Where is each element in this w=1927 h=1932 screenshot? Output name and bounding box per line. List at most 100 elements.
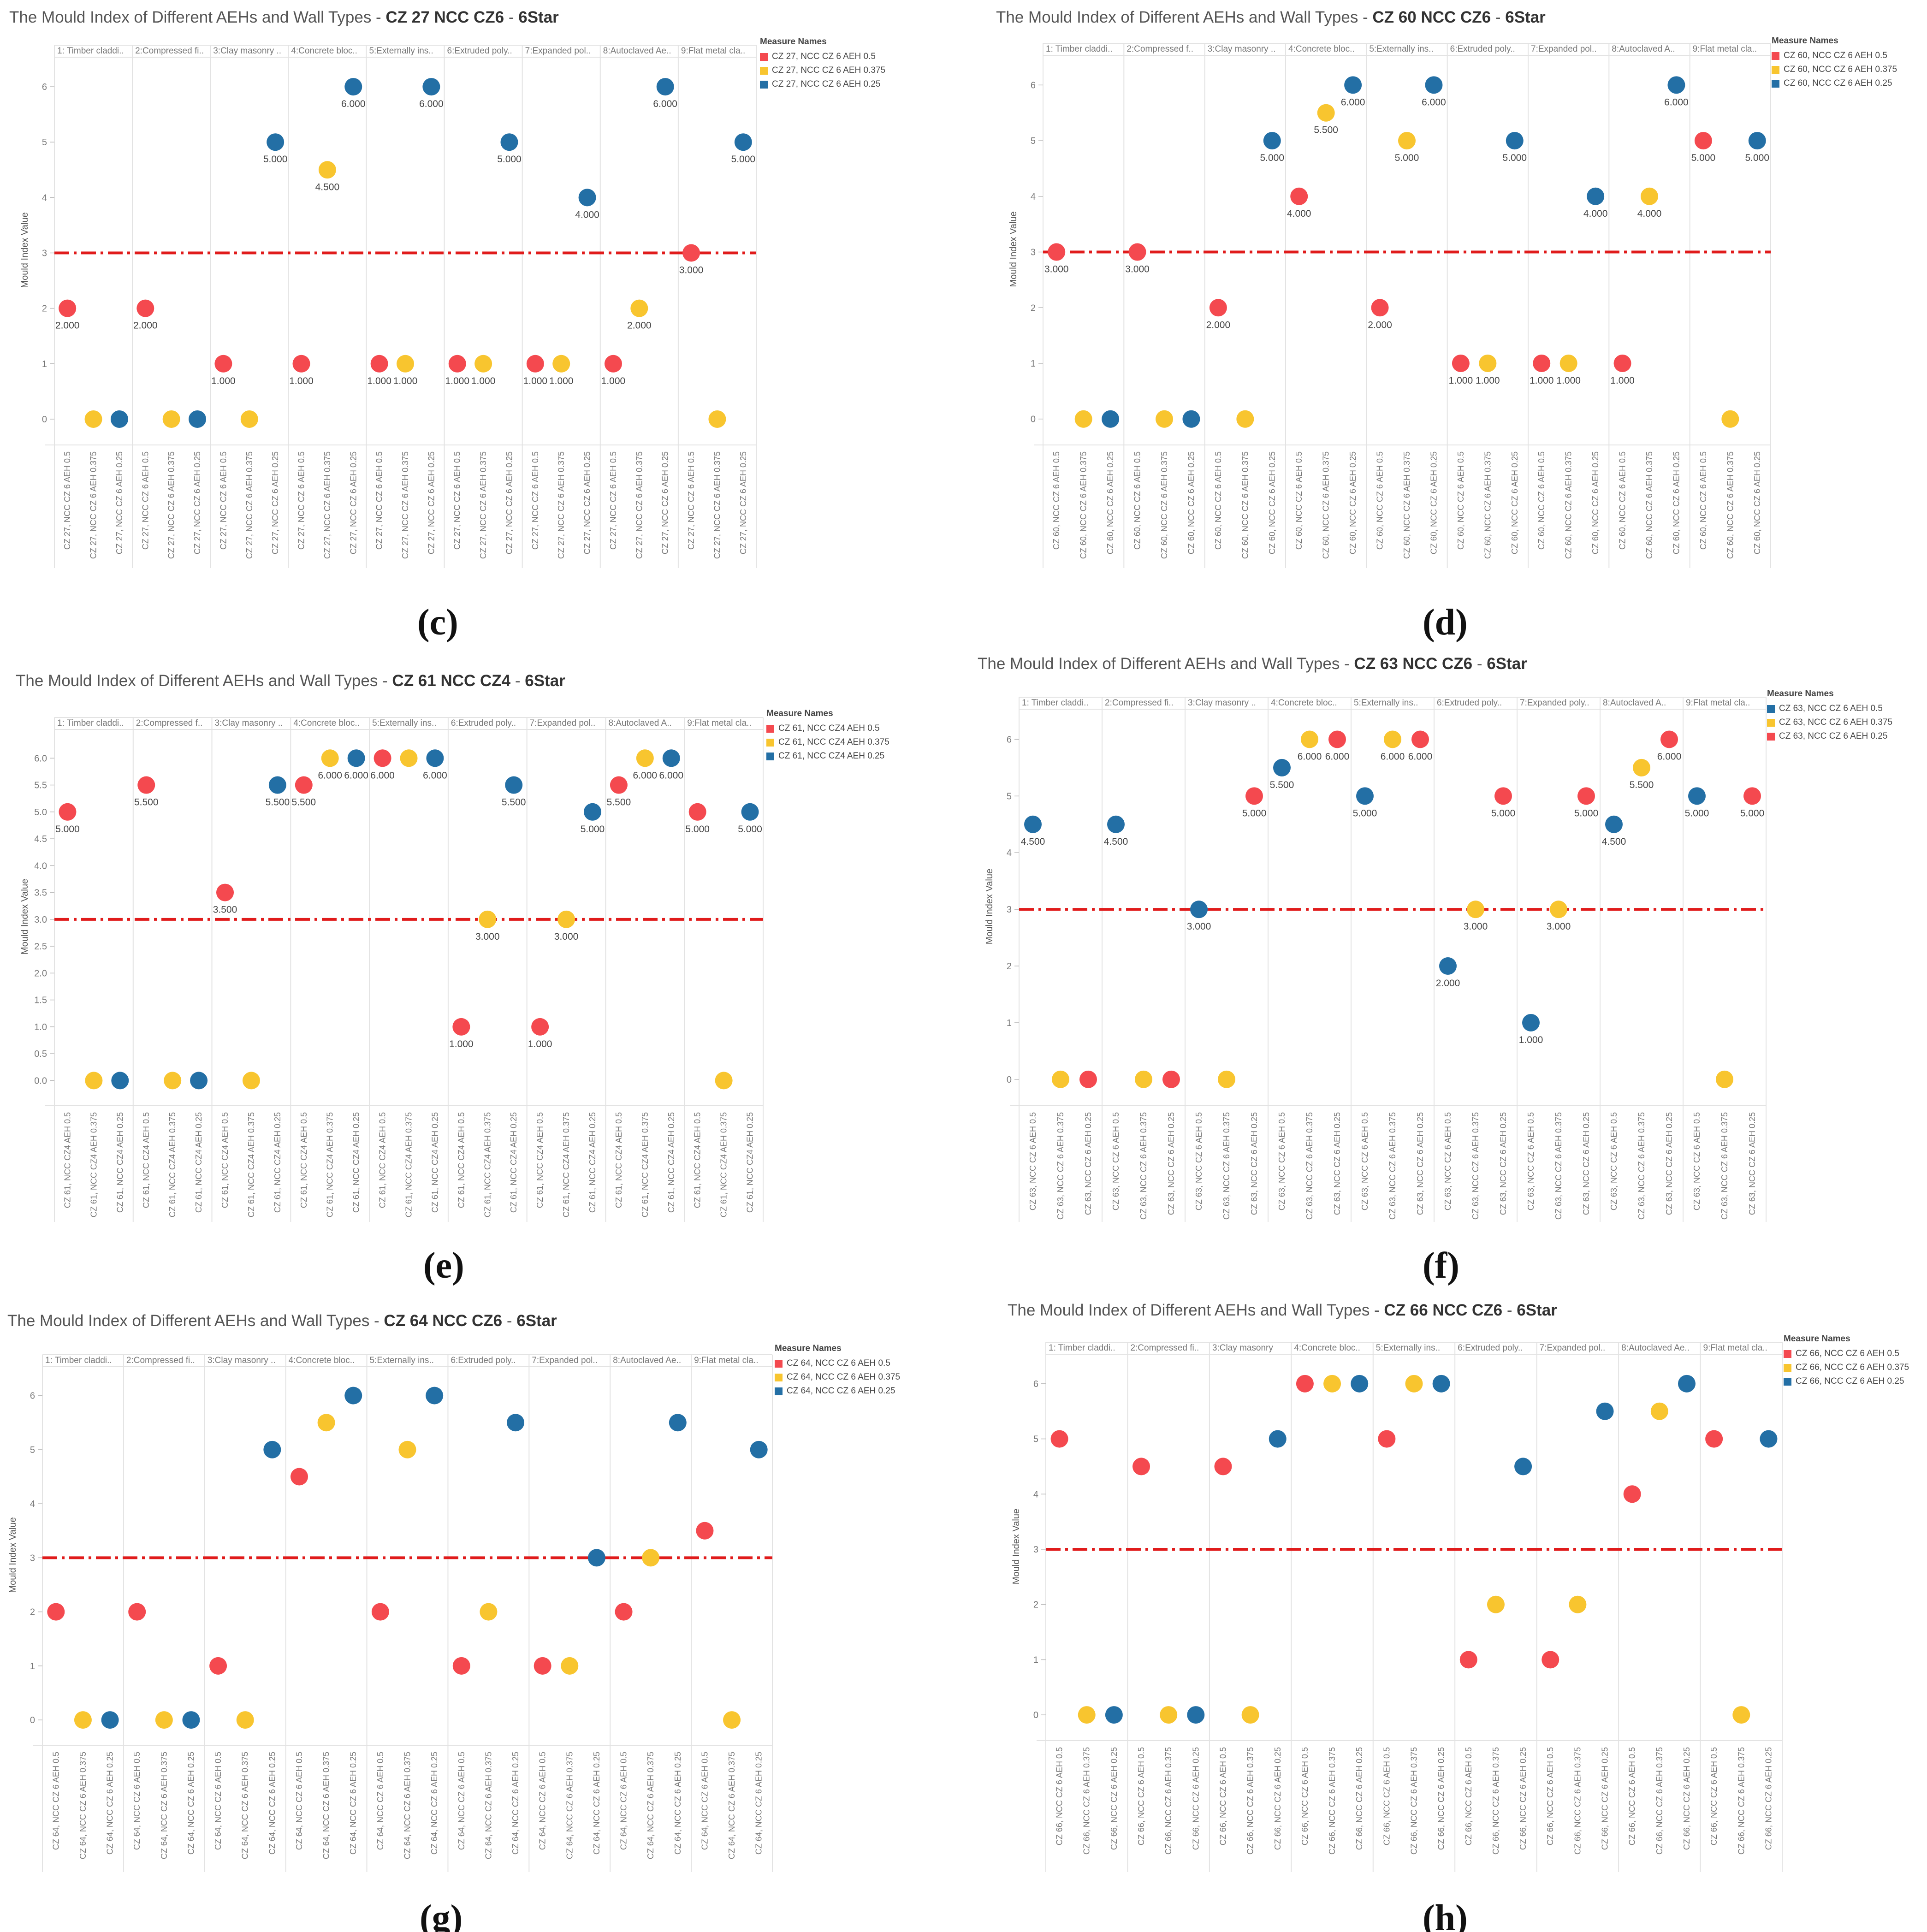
x-sub-label: CZ 27, NCC CZ 6 AEH 0.25: [661, 451, 670, 554]
category-header: 1: Timber claddi..: [1046, 44, 1113, 54]
legend-swatch: [1784, 1377, 1791, 1386]
y-tick-label: 3: [30, 1553, 35, 1563]
y-axis-title: Mould Index Value: [8, 1517, 18, 1593]
data-label: 4.500: [315, 182, 340, 192]
data-point: [1052, 1070, 1069, 1088]
category-header: 1: Timber claddi..: [1049, 1343, 1115, 1353]
data-point: [344, 78, 362, 96]
category-header: 7:Expanded pol..: [525, 46, 591, 56]
x-sub-label: CZ 66, NCC CZ 6 AEH 0.375: [1164, 1747, 1173, 1855]
y-tick-label: 4: [1007, 848, 1012, 858]
data-label: 5.500: [266, 797, 290, 808]
data-point: [426, 749, 444, 767]
x-sub-label: CZ 61, NCC CZ4 AEH 0.25: [352, 1112, 361, 1213]
data-point: [526, 355, 544, 373]
data-point: [1050, 1430, 1068, 1448]
data-label: 5.000: [738, 824, 762, 835]
x-sub-label: CZ 60, NCC CZ 6 AEH 0.375: [1402, 451, 1411, 559]
data-point: [1356, 787, 1374, 805]
x-sub-label: CZ 61, NCC CZ4 AEH 0.5: [457, 1112, 466, 1208]
chart-title-code: CZ 64 NCC CZ6: [384, 1312, 503, 1330]
data-label: 4.000: [1583, 208, 1608, 219]
data-point: [321, 749, 339, 767]
data-point: [242, 1072, 260, 1090]
data-point: [1241, 1706, 1259, 1724]
y-tick-label: 2: [1031, 303, 1036, 313]
data-point: [1398, 132, 1416, 150]
category-header: 7:Expanded pol..: [532, 1356, 598, 1365]
data-label: 3.000: [1464, 921, 1488, 932]
legend-swatch: [1784, 1363, 1791, 1372]
data-point: [101, 1711, 119, 1729]
x-sub-label: CZ 63, NCC CZ 6 AEH 0.5: [1692, 1112, 1702, 1210]
legend-swatch: [1772, 79, 1779, 88]
data-point: [1650, 1402, 1668, 1420]
x-sub-label: CZ 27, NCC CZ 6 AEH 0.5: [687, 451, 696, 550]
data-label: 2.000: [1368, 320, 1392, 330]
panel-caption: (d): [1423, 602, 1468, 643]
x-sub-label: CZ 27, NCC CZ 6 AEH 0.375: [89, 451, 98, 559]
data-label: 6.000: [1408, 751, 1433, 762]
data-point: [1432, 1375, 1450, 1393]
data-label: 6.000: [1341, 97, 1365, 107]
data-point: [1156, 410, 1173, 428]
x-sub-label: CZ 61, NCC CZ4 AEH 0.25: [430, 1112, 439, 1213]
x-sub-label: CZ 66, NCC CZ 6 AEH 0.375: [1491, 1747, 1500, 1855]
x-sub-label: CZ 66, NCC CZ 6 AEH 0.25: [1764, 1747, 1773, 1850]
y-tick-label: 5: [30, 1445, 35, 1455]
data-label: 6.000: [653, 99, 677, 109]
x-sub-label: CZ 60, NCC CZ 6 AEH 0.375: [1645, 451, 1654, 559]
x-sub-label: CZ 66, NCC CZ 6 AEH 0.375: [1082, 1747, 1091, 1855]
y-tick-label: 3: [1031, 248, 1036, 258]
y-tick-label: 6: [30, 1391, 35, 1401]
data-point: [59, 803, 77, 821]
x-sub-label: CZ 27, NCC CZ 6 AEH 0.25: [739, 451, 748, 554]
data-point: [162, 410, 180, 428]
category-header: 2:Compressed fi..: [135, 46, 204, 56]
x-sub-label: CZ 63, NCC CZ 6 AEH 0.25: [1333, 1112, 1342, 1215]
data-point: [656, 78, 674, 96]
x-sub-label: CZ 27, NCC CZ 6 AEH 0.375: [323, 451, 332, 559]
y-tick-label: 2: [42, 304, 47, 314]
x-sub-label: CZ 61, NCC CZ4 AEH 0.5: [378, 1112, 387, 1208]
legend-label: CZ 61, NCC CZ4 AEH 0.25: [778, 751, 885, 761]
data-point: [1506, 132, 1524, 150]
category-header: 3:Clay masonry ..: [1188, 698, 1256, 708]
x-sub-label: CZ 60, NCC CZ 6 AEH 0.375: [1483, 451, 1492, 559]
legend-title: Measure Names: [1772, 36, 1838, 46]
data-label: 5.000: [1740, 808, 1765, 818]
data-label: 3.000: [1187, 921, 1211, 932]
data-point: [1263, 132, 1281, 150]
category-header: 7:Expanded pol..: [530, 718, 596, 728]
chart-title-code: CZ 63 NCC CZ6: [1354, 655, 1473, 673]
legend-label: CZ 64, NCC CZ 6 AEH 0.5: [787, 1358, 890, 1368]
data-point: [479, 910, 497, 928]
x-sub-label: CZ 61, NCC CZ4 AEH 0.5: [299, 1112, 308, 1208]
data-label: 2.000: [1206, 320, 1231, 330]
legend-title: Measure Names: [775, 1344, 842, 1353]
panel-caption: (e): [423, 1245, 464, 1286]
data-point: [734, 133, 752, 151]
data-point: [1623, 1485, 1641, 1503]
data-label: 3.000: [475, 931, 500, 942]
category-header: 9:Flat metal cla..: [1686, 698, 1750, 708]
x-sub-label: CZ 60, NCC CZ 6 AEH 0.375: [1564, 451, 1573, 559]
data-point: [1641, 187, 1658, 205]
data-point: [111, 1072, 129, 1090]
x-sub-label: CZ 66, NCC CZ 6 AEH 0.375: [1328, 1747, 1337, 1855]
x-sub-label: CZ 27, NCC CZ 6 AEH 0.375: [634, 451, 644, 559]
data-label: 1.000: [449, 1039, 474, 1049]
x-sub-label: CZ 66, NCC CZ 6 AEH 0.375: [1737, 1747, 1746, 1855]
data-label: 5.000: [1260, 153, 1284, 163]
chart-title-star: 6Star: [1517, 1301, 1557, 1319]
y-tick-label: 6.0: [34, 753, 47, 764]
x-sub-label: CZ 61, NCC CZ4 AEH 0.25: [194, 1112, 203, 1213]
x-sub-label: CZ 27, NCC CZ 6 AEH 0.25: [349, 451, 358, 554]
legend: Measure Names CZ 66, NCC CZ 6 AEH 0.5 CZ 6…: [1784, 1334, 1909, 1388]
x-sub-label: CZ 64, NCC CZ 6 AEH 0.25: [754, 1752, 764, 1855]
data-point: [1587, 187, 1605, 205]
data-label: 4.500: [1104, 836, 1128, 847]
x-sub-label: CZ 64, NCC CZ 6 AEH 0.375: [727, 1752, 736, 1859]
x-sub-label: CZ 61, NCC CZ4 AEH 0.375: [483, 1112, 492, 1217]
x-sub-label: CZ 66, NCC CZ 6 AEH 0.25: [1355, 1747, 1364, 1850]
